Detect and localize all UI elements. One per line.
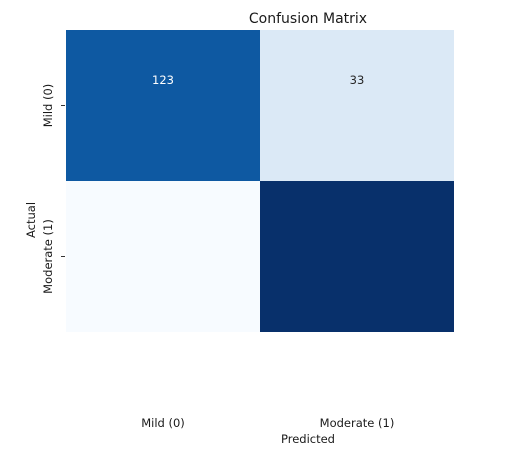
heatmap-cell (66, 181, 260, 332)
cell-value-label: 123 (152, 73, 174, 87)
y-axis-label: Actual (24, 202, 38, 238)
y-tick-label: Moderate (1) (41, 219, 55, 294)
y-tick-label: Mild (0) (41, 84, 55, 128)
heatmap-cell (260, 181, 454, 332)
y-axis-ticks: Mild (0) Moderate (1) (41, 84, 65, 294)
x-axis-label: Predicted (281, 432, 335, 446)
x-tick-label: Moderate (1) (320, 416, 395, 430)
heatmap-cell (66, 30, 260, 181)
heatmap-cell-labels: 123 33 (152, 73, 364, 87)
x-axis-ticks: Mild (0) Moderate (1) (141, 416, 394, 430)
x-tick-label: Mild (0) (141, 416, 185, 430)
chart-title: Confusion Matrix (249, 11, 367, 27)
heatmap-cell (260, 30, 454, 181)
cell-value-label: 33 (350, 73, 365, 87)
heatmap-cells (66, 30, 454, 332)
